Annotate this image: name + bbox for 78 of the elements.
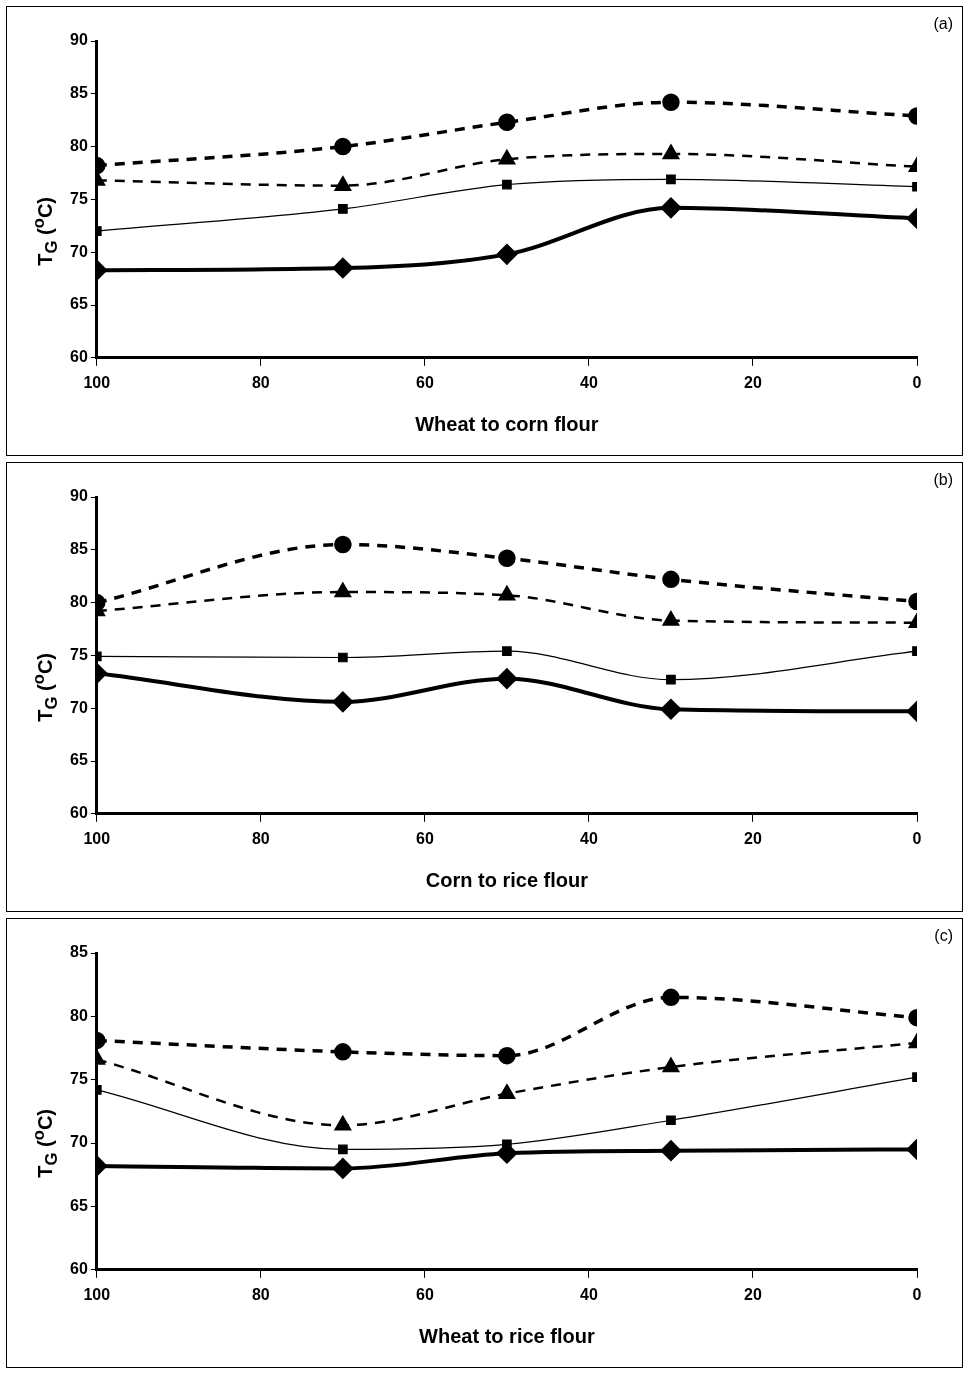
point (498, 1046, 516, 1065)
x-tick-label: 20 (744, 829, 762, 847)
point (498, 150, 516, 165)
x-axis-title: Corn to rice flour (425, 868, 589, 891)
y-tick-label: 85 (70, 943, 88, 961)
x-axis-title: Wheat to corn flour (415, 412, 599, 435)
point (662, 93, 680, 111)
point (662, 144, 680, 160)
x-tick-label: 0 (912, 1285, 922, 1303)
text: (c) (934, 927, 953, 945)
x-tick-label: 20 (744, 1285, 762, 1303)
y-tick-label: 85 (70, 84, 88, 102)
point (502, 179, 512, 190)
point (332, 691, 353, 712)
point (662, 988, 680, 1007)
y-tick-label: 65 (70, 1196, 88, 1214)
x-tick-label: 40 (580, 373, 598, 391)
y-tick-label: 60 (70, 1260, 88, 1278)
point (498, 1084, 516, 1099)
x-tick-label: 40 (580, 829, 598, 847)
x-tick-label: 40 (580, 1285, 598, 1303)
point (332, 258, 353, 279)
x-tick-label: 0 (912, 373, 922, 391)
point (334, 582, 352, 598)
point (334, 535, 352, 554)
point (334, 176, 352, 191)
point (338, 1144, 348, 1155)
point (498, 549, 516, 567)
text: (a) (933, 15, 953, 33)
point (666, 1115, 676, 1126)
y-tick-label: 70 (70, 242, 88, 260)
y-tick-label: 60 (70, 348, 88, 366)
point (338, 204, 348, 214)
y-tick-label: 70 (70, 698, 88, 716)
point (662, 1057, 680, 1073)
point (332, 1158, 353, 1179)
x-tick-label: 60 (415, 373, 434, 391)
x-tick-label: 100 (83, 1285, 111, 1303)
point (496, 668, 517, 689)
point (666, 674, 676, 685)
point (338, 652, 348, 663)
y-tick-label: 65 (70, 751, 88, 769)
point (496, 244, 517, 265)
x-tick-label: 60 (415, 829, 434, 847)
x-tick-label: 80 (251, 829, 270, 847)
x-tick-label: 0 (912, 829, 922, 847)
y-tick-label: 85 (70, 540, 88, 558)
text: (b) (933, 471, 953, 489)
point (660, 699, 681, 720)
point (334, 1043, 352, 1061)
point (660, 197, 681, 218)
point (662, 611, 680, 626)
point (660, 1140, 681, 1161)
point (502, 646, 512, 657)
x-tick-label: 80 (251, 373, 270, 391)
x-tick-label: 80 (251, 1285, 270, 1303)
x-tick-label: 100 (83, 829, 111, 847)
y-tick-label: 90 (70, 487, 88, 505)
point (334, 1116, 352, 1131)
point (666, 174, 676, 185)
y-tick-label: 60 (70, 804, 88, 822)
y-tick-label: 75 (70, 1070, 88, 1088)
y-tick-label: 80 (70, 137, 88, 155)
x-tick-label: 60 (415, 1285, 434, 1303)
point (662, 570, 680, 589)
x-axis-title: Wheat to rice flour (419, 1324, 595, 1347)
point (334, 137, 352, 156)
x-tick-label: 100 (83, 373, 111, 391)
y-tick-label: 75 (70, 189, 88, 207)
y-tick-label: 90 (70, 31, 88, 49)
y-tick-label: 65 (70, 295, 88, 313)
y-tick-label: 80 (70, 593, 88, 611)
y-tick-label: 70 (70, 1133, 88, 1151)
y-tick-label: 80 (70, 1006, 88, 1024)
x-tick-label: 20 (744, 373, 762, 391)
point (498, 585, 516, 601)
point (498, 113, 516, 132)
y-tick-label: 75 (70, 645, 88, 663)
